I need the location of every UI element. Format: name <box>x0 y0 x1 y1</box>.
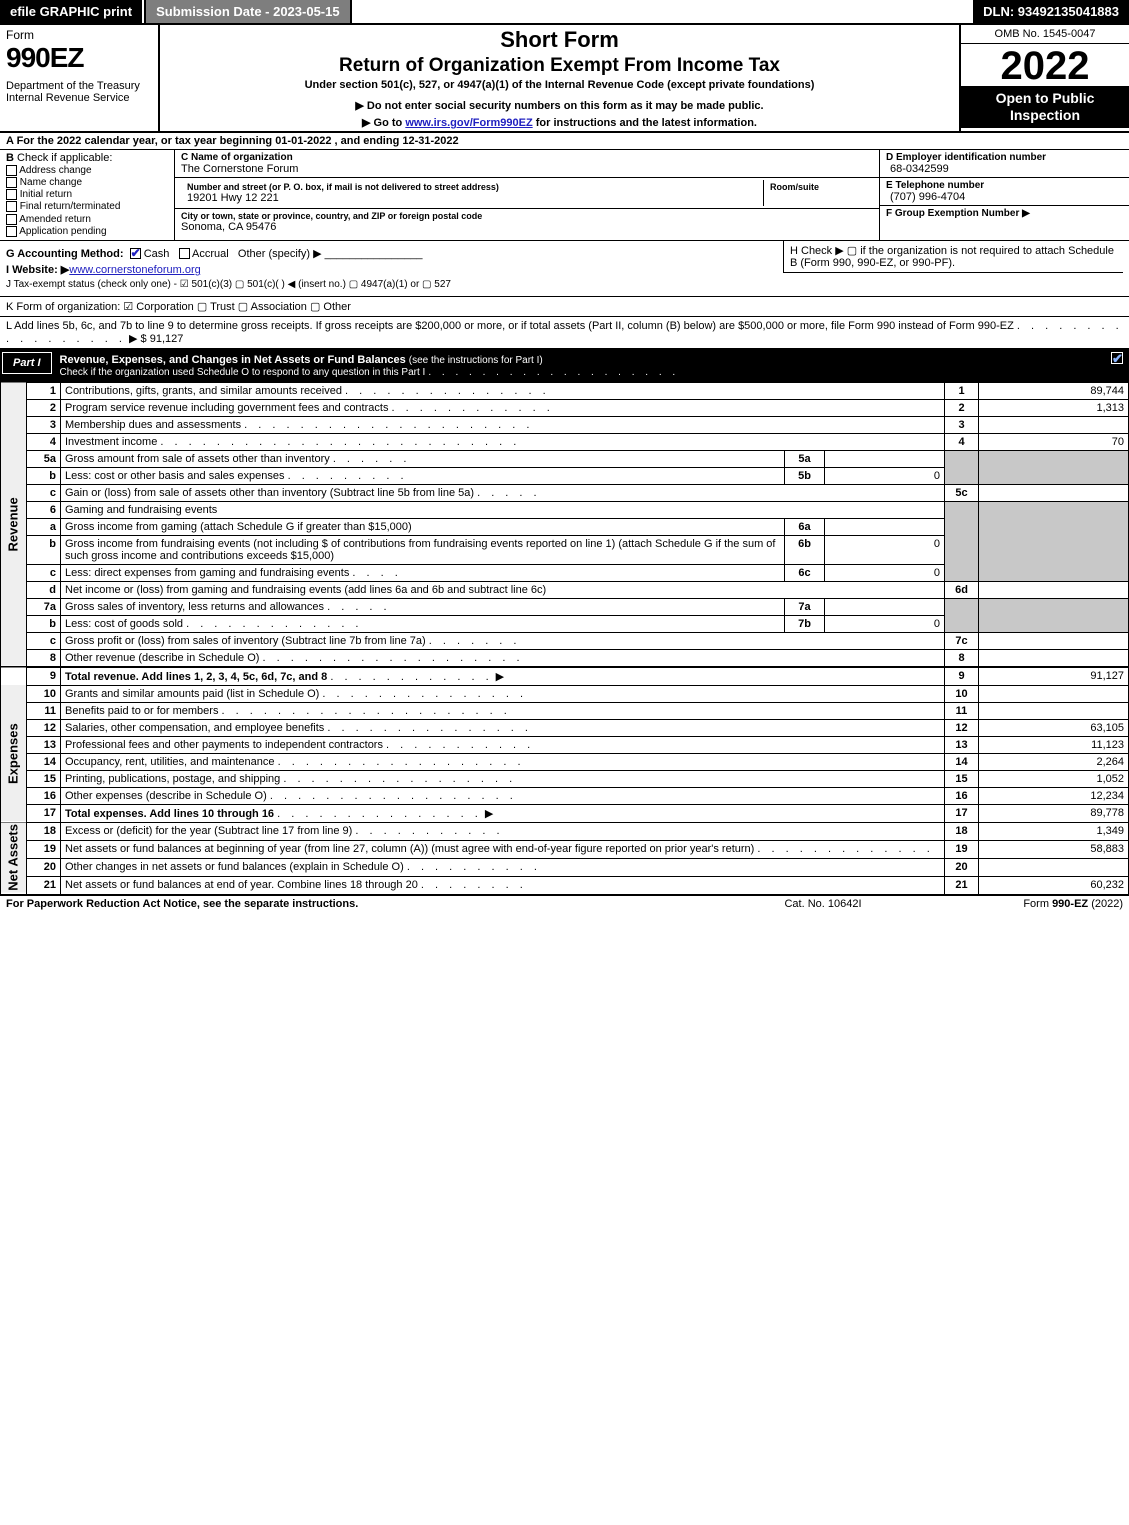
footer-cat: Cat. No. 10642I <box>723 898 923 910</box>
city: Sonoma, CA 95476 <box>181 221 873 233</box>
amt-9: 91,127 <box>979 667 1129 686</box>
goto-line: ▶ Go to www.irs.gov/Form990EZ for instru… <box>168 116 951 129</box>
amt-14: 2,264 <box>979 753 1129 770</box>
col-c: C Name of organization The Cornerstone F… <box>175 150 879 240</box>
amt-17: 89,778 <box>979 804 1129 822</box>
footer-left: For Paperwork Reduction Act Notice, see … <box>6 898 723 910</box>
line-a: A For the 2022 calendar year, or tax yea… <box>0 133 1129 150</box>
line-h: H Check ▶ ▢ if the organization is not r… <box>783 240 1123 273</box>
city-label: City or town, state or province, country… <box>181 211 873 221</box>
amt-16: 12,234 <box>979 787 1129 804</box>
sub-6c: 0 <box>825 564 945 581</box>
ssn-warning: ▶ Do not enter social security numbers o… <box>168 99 951 112</box>
sub-5b: 0 <box>825 467 945 484</box>
omb-number: OMB No. 1545-0047 <box>961 25 1129 44</box>
amt-3 <box>979 416 1129 433</box>
chk-address-change[interactable]: Address change <box>6 165 168 176</box>
col-b: B Check if applicable: Address change Na… <box>0 150 175 240</box>
line-k: K Form of organization: ☑ Corporation ▢ … <box>0 296 1129 317</box>
part-i-bar: Part I Revenue, Expenses, and Changes in… <box>0 350 1129 382</box>
efile-label: efile GRAPHIC print <box>0 0 144 23</box>
chk-final-return[interactable]: Final return/terminated <box>6 201 168 212</box>
chk-schedule-o[interactable] <box>1111 352 1123 364</box>
chk-cash[interactable] <box>130 248 141 259</box>
room-label: Room/suite <box>770 182 867 192</box>
form-table: Revenue 1 Contributions, gifts, grants, … <box>0 382 1129 895</box>
irs-link[interactable]: www.irs.gov/Form990EZ <box>405 117 532 129</box>
amt-18: 1,349 <box>979 822 1129 840</box>
form-header: Form 990EZ Department of the Treasury In… <box>0 25 1129 133</box>
amt-4: 70 <box>979 433 1129 450</box>
amt-6d <box>979 581 1129 598</box>
form-number: 990EZ <box>6 42 152 74</box>
chk-amended-return[interactable]: Amended return <box>6 214 168 225</box>
amt-13: 11,123 <box>979 736 1129 753</box>
part-i-title: Revenue, Expenses, and Changes in Net As… <box>60 354 406 366</box>
side-expenses: Expenses <box>1 685 27 822</box>
amt-8 <box>979 649 1129 667</box>
website-link[interactable]: www.cornerstoneforum.org <box>69 264 200 276</box>
amt-10 <box>979 685 1129 702</box>
subtitle: Under section 501(c), 527, or 4947(a)(1)… <box>168 79 951 91</box>
dln: DLN: 93492135041883 <box>973 0 1129 23</box>
topbar: efile GRAPHIC print Submission Date - 20… <box>0 0 1129 25</box>
ein-value: 68-0342599 <box>886 163 1123 175</box>
tel-value: (707) 996-4704 <box>886 191 1123 203</box>
sub-6b: 0 <box>825 535 945 564</box>
block-bcdef: B Check if applicable: Address change Na… <box>0 150 1129 241</box>
title-return: Return of Organization Exempt From Incom… <box>168 55 951 77</box>
tax-year: 2022 <box>961 44 1129 86</box>
group-exempt-label: F Group Exemption Number ▶ <box>886 208 1123 219</box>
form-label: Form <box>6 28 152 42</box>
amt-19: 58,883 <box>979 840 1129 858</box>
open-inspection: Open to Public Inspection <box>961 86 1129 128</box>
part-i-check: Check if the organization used Schedule … <box>60 367 426 378</box>
amt-11 <box>979 702 1129 719</box>
footer: For Paperwork Reduction Act Notice, see … <box>0 895 1129 912</box>
sub-7b: 0 <box>825 615 945 632</box>
side-revenue: Revenue <box>1 382 27 667</box>
amt-7c <box>979 632 1129 649</box>
submission-date: Submission Date - 2023-05-15 <box>144 0 352 23</box>
side-netassets: Net Assets <box>1 822 27 894</box>
amt-12: 63,105 <box>979 719 1129 736</box>
block-ghij: H Check ▶ ▢ if the organization is not r… <box>0 241 1129 296</box>
line-j: J Tax-exempt status (check only one) - ☑… <box>6 279 1123 290</box>
amt-15: 1,052 <box>979 770 1129 787</box>
amt-20 <box>979 858 1129 876</box>
part-i-tag: Part I <box>2 352 52 374</box>
footer-form: Form 990-EZ (2022) <box>923 898 1123 910</box>
ein-label: D Employer identification number <box>886 152 1123 163</box>
chk-application-pending[interactable]: Application pending <box>6 226 168 237</box>
tel-label: E Telephone number <box>886 180 1123 191</box>
chk-initial-return[interactable]: Initial return <box>6 189 168 200</box>
org-name: The Cornerstone Forum <box>181 163 873 175</box>
amt-5c <box>979 484 1129 501</box>
amt-21: 60,232 <box>979 876 1129 894</box>
chk-accrual[interactable] <box>179 248 190 259</box>
chk-name-change[interactable]: Name change <box>6 177 168 188</box>
col-def: D Employer identification number 68-0342… <box>879 150 1129 240</box>
amt-1: 89,744 <box>979 382 1129 399</box>
addr-label: Number and street (or P. O. box, if mail… <box>187 182 757 192</box>
amt-2: 1,313 <box>979 399 1129 416</box>
org-name-label: C Name of organization <box>181 152 873 163</box>
line-l: L Add lines 5b, 6c, and 7b to line 9 to … <box>0 317 1129 350</box>
dept-label: Department of the Treasury Internal Reve… <box>6 80 152 104</box>
addr: 19201 Hwy 12 221 <box>187 192 757 204</box>
title-short-form: Short Form <box>168 27 951 53</box>
